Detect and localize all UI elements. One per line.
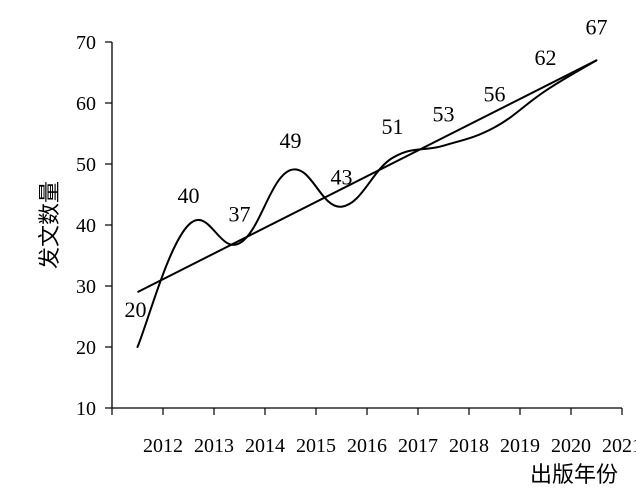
- linear-trendline: [137, 59, 597, 293]
- series-line: [136, 59, 598, 348]
- data-label: 56: [484, 81, 506, 106]
- data-label: 67: [586, 14, 608, 39]
- x-tick-label: 2018: [449, 435, 489, 457]
- x-tick-label: 2019: [500, 435, 540, 457]
- y-tick-label: 30: [76, 276, 96, 298]
- data-label: 20: [125, 297, 147, 322]
- x-tick-label: 2020: [551, 435, 591, 457]
- data-label: 53: [433, 102, 455, 127]
- x-tick-label: 2012: [143, 435, 183, 457]
- y-tick-label: 70: [76, 32, 96, 54]
- axes: 10 20 30 40 50 60 70 2012 2013 2014 2015 2016 2017 20…: [76, 32, 636, 457]
- x-tick-label: 2013: [194, 435, 234, 457]
- data-label: 37: [229, 201, 251, 226]
- data-label: 51: [382, 114, 404, 139]
- y-axis-title: 发文数量: [37, 181, 62, 269]
- series-layer: [136, 59, 598, 348]
- y-tick-label: 20: [76, 337, 96, 359]
- y-tick-label: 60: [76, 93, 96, 115]
- data-label: 40: [178, 183, 200, 208]
- y-tick-label: 40: [76, 215, 96, 237]
- x-tick-label: 2016: [347, 435, 387, 457]
- data-label: 62: [535, 45, 557, 70]
- x-axis-title: 出版年份: [530, 462, 618, 487]
- x-tick-label: 2015: [296, 435, 336, 457]
- x-tick-label: 2017: [398, 435, 438, 457]
- x-tick-label: 2014: [245, 435, 285, 457]
- y-tick-label: 50: [76, 154, 96, 176]
- data-label: 43: [331, 165, 353, 190]
- x-tick-label: 2021: [602, 435, 636, 457]
- y-tick-label: 10: [76, 398, 96, 420]
- data-label: 49: [280, 128, 302, 153]
